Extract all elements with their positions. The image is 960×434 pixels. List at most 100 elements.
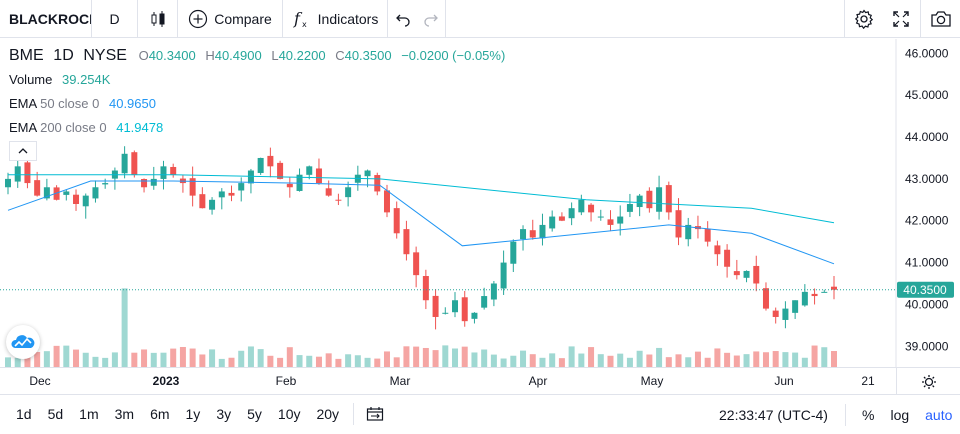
compare-button[interactable]: Compare (178, 0, 283, 38)
candle-body (209, 199, 216, 210)
interval-button[interactable]: D (92, 0, 138, 38)
chevron-up-icon (18, 148, 28, 154)
candle-body (238, 183, 245, 191)
candle-body (490, 283, 497, 300)
clock[interactable]: 22:33:47 (UTC-4) (719, 395, 828, 434)
range-1d[interactable]: 1d (16, 406, 32, 422)
percent-scale-button[interactable]: % (862, 406, 875, 423)
gear-icon (854, 9, 873, 29)
axis-settings-button[interactable] (896, 368, 960, 395)
plus-circle-icon (189, 9, 208, 28)
volume-bar (267, 355, 274, 367)
range-5y[interactable]: 5y (247, 406, 262, 422)
candle-body (277, 162, 284, 179)
volume-bar (199, 354, 206, 367)
chart-type-button[interactable] (138, 0, 178, 38)
legend-ema200[interactable]: EMA 200 close 0 41.9478 (9, 120, 163, 135)
fullscreen-button[interactable] (882, 0, 920, 38)
symbol-search-button[interactable]: BLACKROCK (0, 0, 92, 38)
interval-label: D (109, 10, 120, 27)
volume-bar (5, 357, 11, 367)
time-axis[interactable]: Dec 2023 Feb Mar Apr May Jun 21 (0, 367, 960, 395)
volume-bar (481, 349, 488, 367)
legend-volume[interactable]: Volume 39.254K (9, 72, 110, 87)
candle-body (481, 296, 488, 308)
volume-bar (179, 346, 186, 367)
chart-area[interactable]: 46.0000 45.0000 44.0000 43.0000 42.0000 41.00… (0, 39, 960, 367)
redo-icon[interactable] (423, 11, 439, 27)
volume-bar (607, 355, 614, 367)
date-range-button[interactable] (362, 402, 388, 426)
volume-bar (189, 348, 196, 367)
legend-symbol: BME (9, 47, 44, 64)
candle-body (520, 229, 527, 240)
undo-icon[interactable] (395, 11, 411, 27)
candle-body (510, 241, 517, 264)
indicators-button[interactable]: f x Indicators (283, 0, 388, 38)
volume-bar (82, 352, 89, 367)
auto-scale-button[interactable]: auto (925, 406, 953, 423)
volume-bar (315, 356, 322, 367)
candle-body (102, 183, 109, 185)
candle-body (383, 190, 390, 213)
volume-bar (549, 353, 556, 367)
volume-bar (92, 356, 99, 367)
volume-bar (403, 346, 410, 367)
candle-body (393, 208, 400, 234)
candle-body (578, 199, 585, 213)
range-3y[interactable]: 3y (216, 406, 232, 422)
volume-bar (413, 346, 420, 367)
volume-bar (257, 349, 264, 367)
volume-bar (150, 352, 157, 367)
range-6m[interactable]: 6m (150, 406, 170, 422)
candle-body (374, 175, 381, 192)
log-scale-button[interactable]: log (890, 406, 910, 423)
candle-body (14, 166, 21, 182)
candle-body (160, 166, 167, 179)
range-1y[interactable]: 1y (185, 406, 201, 422)
candle-body (733, 271, 740, 276)
volume-bar (141, 349, 148, 367)
settings-button[interactable] (844, 0, 882, 38)
chart-canvas[interactable]: 46.0000 45.0000 44.0000 43.0000 42.0000 41.00… (0, 39, 960, 367)
volume-bar (383, 351, 390, 367)
volume-bar (393, 357, 400, 367)
candle-body (471, 312, 478, 319)
candle-body (141, 178, 148, 188)
volume-bar (588, 347, 595, 367)
range-3m[interactable]: 3m (114, 406, 135, 422)
range-5d[interactable]: 5d (47, 406, 64, 422)
time-label: Apr (528, 374, 548, 388)
legend-main: BME 1D NYSE O40.3400 H40.4900 L40.2200 C… (9, 47, 505, 65)
volume-bar (471, 352, 478, 367)
volume-bar (442, 345, 449, 367)
candle-body (762, 288, 769, 309)
price-axis[interactable]: 46.0000 45.0000 44.0000 43.0000 42.0000 41.00… (905, 46, 949, 353)
range-1m[interactable]: 1m (79, 406, 99, 422)
snapshot-button[interactable] (920, 0, 960, 38)
range-20y[interactable]: 20y (316, 406, 340, 422)
ema50-line (7, 180, 835, 265)
legend-open-value: 40.3400 (148, 48, 196, 63)
candle-body (63, 191, 70, 195)
legend-interval: 1D (53, 47, 74, 64)
volume-bar (724, 352, 731, 367)
legend-ema50[interactable]: EMA 50 close 0 40.9650 (9, 96, 156, 111)
candle-body (364, 170, 371, 177)
volume-bar (277, 357, 284, 367)
volume-bar (500, 358, 507, 367)
time-label: Dec (29, 374, 51, 388)
candle-body (607, 219, 614, 225)
volume-bar (714, 348, 721, 367)
candle-body (199, 194, 206, 209)
collapse-legend-button[interactable] (9, 141, 37, 161)
volume-bar (568, 346, 575, 367)
volume-bar (432, 350, 439, 367)
tradingview-logo-button[interactable] (6, 325, 40, 359)
volume-bar (753, 351, 760, 367)
candle-body (558, 216, 565, 221)
legend-low-label: L (271, 48, 279, 63)
volume-bar (694, 351, 701, 367)
range-10y[interactable]: 10y (277, 406, 301, 422)
candle-body (432, 295, 439, 317)
